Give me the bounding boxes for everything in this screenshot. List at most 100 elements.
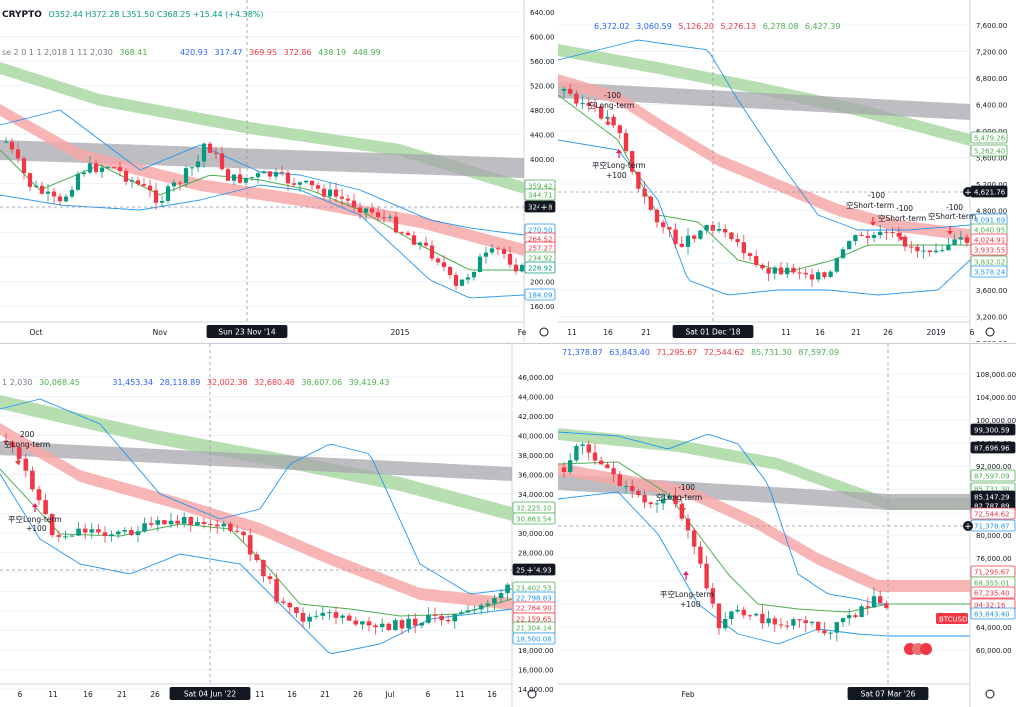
candle (93, 163, 99, 172)
price-tag-label: 234.92 (528, 255, 553, 263)
y-tick-label: 30,000.00 (518, 530, 554, 538)
candle (822, 272, 827, 277)
price-tag-label: 68,355.01 (974, 580, 1010, 588)
candle (871, 235, 877, 238)
candle (735, 609, 740, 612)
candle (747, 253, 753, 256)
y-tick-label: 3,200.00 (976, 314, 1007, 322)
candle (741, 609, 746, 616)
trade-arrow-head (680, 508, 686, 512)
trade-annotation: 平空Long-term (660, 589, 714, 599)
indicator-value: 6,278.08 (762, 22, 799, 31)
candle (320, 612, 326, 616)
x-tick-label: 11 (567, 328, 577, 337)
trade-annotation: 空Long-term (656, 492, 702, 502)
candle (345, 198, 351, 201)
x-tick-label: 16 (603, 328, 613, 337)
resistance-band (0, 140, 524, 178)
symbol-price-tag (936, 613, 968, 624)
y-tick-label: 42,000.00 (518, 413, 554, 421)
chart-canvas[interactable]: 640.00 600.00 560.00 520.00 480.00 440.00 400.… (0, 0, 557, 342)
y-tick-label: 40,000.00 (518, 433, 554, 441)
candle (313, 615, 319, 617)
settings-icon[interactable] (985, 327, 995, 337)
candle (472, 609, 477, 611)
candle (452, 614, 458, 622)
price-tag (970, 607, 1016, 620)
candle (760, 613, 765, 624)
x-tick-label: 6 (18, 690, 23, 699)
x-tick-label: 11 (48, 690, 58, 699)
chart-canvas[interactable]: 46,000.00 44,000.00 42,000.00 40,000.00 38,0… (0, 344, 557, 707)
price-tag-label: 82,787.89 (974, 503, 1010, 511)
add-alert-icon[interactable] (525, 565, 535, 575)
price-tag-label: 04:32:16 (974, 602, 1006, 610)
price-tag-label: 22,764.90 (516, 605, 552, 613)
y-tick-label: 76,000.00 (976, 555, 1012, 563)
candle (735, 239, 740, 243)
indicator-values-row: se 2 0 1 1 2,018 1 11 2,030 368.41 420.9… (2, 48, 385, 57)
symbol-tag-label: BTCUSD (939, 616, 968, 624)
candle (168, 520, 174, 525)
indicator-values-row: 71,378.87 63,843.40 71,295.67 72,544.62 … (562, 348, 843, 357)
candle (122, 530, 128, 532)
candle (373, 625, 378, 628)
add-alert-icon[interactable] (963, 521, 973, 531)
candle (267, 576, 273, 580)
candle (285, 172, 291, 184)
settings-icon[interactable] (527, 689, 537, 699)
chart-panel-bottom-right[interactable]: 108,000.00104,000.00100,000.0096,000.009… (558, 344, 1016, 707)
chart-panel-top-left[interactable]: 640.00 600.00 560.00 520.00 480.00 440.00 400.… (0, 0, 557, 342)
candle (234, 530, 240, 532)
chart-panel-bottom-left[interactable]: 46,000.00 44,000.00 42,000.00 40,000.00 38,0… (0, 344, 557, 707)
candle (291, 183, 297, 185)
price-tag-label: 4,024.91 (974, 237, 1005, 245)
candle (165, 186, 171, 201)
mid-ema-band (558, 74, 970, 241)
candle (489, 248, 495, 253)
candle (129, 180, 135, 182)
flag-icon (920, 643, 932, 655)
trade-annotation: 200 (20, 430, 35, 439)
y-tick-label: 5,200.00 (976, 181, 1007, 189)
candle (623, 133, 629, 152)
candle (505, 584, 510, 594)
chart-canvas[interactable]: 7,600.007,200.006,800.006,400.006,000.00… (558, 0, 1016, 342)
candle (698, 230, 703, 239)
chart-canvas[interactable]: 108,000.00104,000.00100,000.0096,000.009… (558, 344, 1016, 707)
add-alert-icon[interactable] (539, 202, 549, 212)
candle (381, 217, 387, 219)
candle (878, 231, 883, 236)
add-alert-icon[interactable] (963, 187, 973, 197)
trade-annotation: 空Short-term (878, 213, 926, 223)
candle (667, 495, 672, 499)
candle (673, 229, 678, 244)
y-tick-label: 6,400.00 (976, 102, 1007, 110)
price-tag-label: 85,147.29 (974, 494, 1010, 502)
candle (406, 618, 411, 629)
candle (828, 632, 833, 634)
settings-icon[interactable] (539, 327, 549, 337)
candle (159, 200, 165, 203)
indicator-params: se 2 0 1 1 2,018 1 11 2,030 (2, 48, 113, 57)
price-tag-label: 71,378.87 (974, 523, 1010, 531)
candle (363, 208, 369, 213)
indicator-value: 448.99 (352, 48, 381, 57)
crosshair-date-tag (672, 325, 754, 338)
settings-icon[interactable] (985, 689, 995, 699)
candle (387, 216, 393, 218)
price-tag (970, 423, 1016, 436)
candle (859, 235, 864, 237)
candle (840, 618, 846, 623)
price-tag-label: 87,696.96 (974, 445, 1010, 453)
candle (89, 529, 95, 533)
candle (147, 185, 153, 191)
candle (809, 274, 815, 280)
candle (478, 605, 484, 610)
candle (426, 614, 431, 623)
candle (853, 235, 858, 242)
chart-panel-top-right[interactable]: 7,600.007,200.006,800.006,400.006,000.00… (558, 0, 1016, 342)
candle (135, 531, 141, 535)
candle (87, 163, 93, 173)
indicator-value: 317.47 (214, 48, 243, 57)
